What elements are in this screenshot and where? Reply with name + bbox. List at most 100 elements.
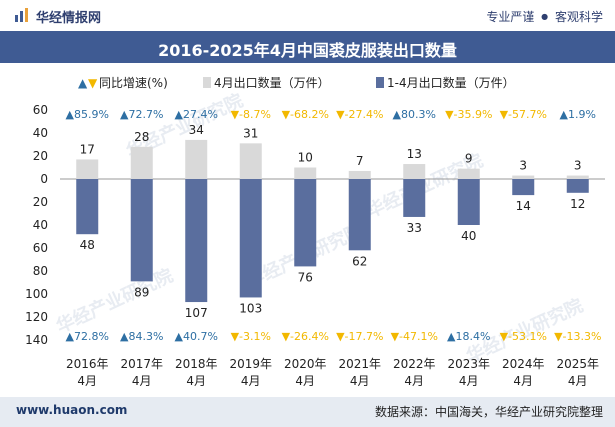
legend-up-arrow: ▲ bbox=[78, 76, 88, 90]
x-tick-label-month: 4月 bbox=[295, 374, 315, 388]
yoy-janapr-label: ▲18.4% bbox=[447, 330, 490, 343]
y-tick-label: 0 bbox=[40, 172, 48, 186]
yoy-janapr-label: ▲84.3% bbox=[120, 330, 163, 343]
legend-down-arrow: ▼ bbox=[88, 76, 98, 90]
legend-janapr-swatch bbox=[376, 77, 384, 88]
watermark-4: 华经产业研究院 bbox=[53, 264, 176, 337]
x-tick-label-month: 4月 bbox=[186, 374, 206, 388]
bar-april-label: 10 bbox=[298, 151, 313, 165]
bar-janapr-label: 40 bbox=[461, 229, 476, 243]
bar-janapr-label: 12 bbox=[570, 197, 585, 211]
yoy-janapr-label: ▼-17.7% bbox=[336, 330, 383, 343]
bar-april bbox=[239, 143, 262, 179]
bar-janapr-label: 107 bbox=[185, 306, 208, 320]
yoy-april-label: ▲72.7% bbox=[120, 108, 163, 121]
bar-april bbox=[348, 170, 371, 179]
bar-april bbox=[130, 146, 153, 179]
chart-area: 华经产业研究院华经产业研究院华经产业研究院华经产业研究院华经产业研究院▲▼同比增… bbox=[0, 63, 615, 395]
website-link[interactable]: www.huaon.com bbox=[16, 403, 128, 417]
bar-april-label: 34 bbox=[189, 123, 204, 137]
yoy-april-label: ▲27.4% bbox=[175, 108, 218, 121]
bar-janapr-label: 48 bbox=[80, 238, 95, 252]
legend-janapr-label: 1-4月出口数量（万件） bbox=[387, 75, 515, 90]
bar-janapr bbox=[403, 179, 426, 217]
bar-april bbox=[294, 167, 317, 179]
yoy-janapr-label: ▼-13.3% bbox=[554, 330, 601, 343]
logo-icon bbox=[15, 8, 28, 22]
bar-april bbox=[403, 164, 426, 179]
bar-april bbox=[566, 175, 589, 179]
x-tick-label-year: 2025年 bbox=[556, 357, 599, 371]
yoy-april-label: ▲1.9% bbox=[560, 108, 596, 121]
slogan-left: 专业严谨 bbox=[486, 10, 535, 24]
yoy-april-label: ▲85.9% bbox=[66, 108, 109, 121]
top-bar: 华经情报网 专业严谨 ● 客观科学 bbox=[0, 0, 615, 30]
legend-yoy-label: 同比增速(%) bbox=[99, 76, 168, 90]
chart-svg: 华经产业研究院华经产业研究院华经产业研究院华经产业研究院华经产业研究院▲▼同比增… bbox=[25, 75, 605, 388]
bar-janapr-label: 103 bbox=[239, 301, 262, 315]
x-tick-label-year: 2022年 bbox=[393, 357, 436, 371]
x-tick-label-month: 4月 bbox=[568, 374, 588, 388]
bar-april-label: 17 bbox=[80, 142, 95, 156]
x-tick-label-month: 4月 bbox=[132, 374, 152, 388]
yoy-april-label: ▲80.3% bbox=[393, 108, 436, 121]
bar-april bbox=[185, 139, 208, 179]
y-tick-label: 120 bbox=[25, 310, 48, 324]
bar-april bbox=[76, 159, 99, 179]
bar-april-label: 13 bbox=[407, 147, 422, 161]
x-tick-label-month: 4月 bbox=[404, 374, 424, 388]
bar-janapr bbox=[457, 179, 480, 225]
bar-april bbox=[457, 168, 480, 179]
bar-janapr bbox=[294, 179, 317, 267]
bar-janapr-label: 62 bbox=[352, 254, 367, 268]
slogan-right: 客观科学 bbox=[554, 10, 603, 24]
yoy-janapr-label: ▼-47.1% bbox=[391, 330, 438, 343]
y-tick-label: 20 bbox=[33, 149, 48, 163]
yoy-april-label: ▼-57.7% bbox=[500, 108, 547, 121]
x-tick-label-year: 2016年 bbox=[66, 357, 109, 371]
x-tick-label-year: 2020年 bbox=[284, 357, 327, 371]
x-tick-label-month: 4月 bbox=[77, 374, 97, 388]
bar-janapr bbox=[348, 179, 371, 251]
slogan: 专业严谨 ● 客观科学 bbox=[486, 8, 603, 25]
bar-janapr-label: 89 bbox=[134, 285, 149, 299]
bar-april bbox=[512, 175, 535, 179]
x-tick-label-month: 4月 bbox=[350, 374, 370, 388]
footer: www.huaon.com 数据来源：中国海关，华经产业研究院整理 bbox=[0, 397, 615, 427]
bar-april-label: 28 bbox=[134, 130, 149, 144]
yoy-april-label: ▼-8.7% bbox=[231, 108, 271, 121]
x-tick-label-year: 2017年 bbox=[120, 357, 163, 371]
x-tick-label-year: 2023年 bbox=[447, 357, 490, 371]
bar-janapr-label: 76 bbox=[298, 270, 313, 284]
y-tick-label: 40 bbox=[33, 126, 48, 140]
bar-april-label: 3 bbox=[574, 159, 582, 173]
bar-janapr-label: 33 bbox=[407, 221, 422, 235]
yoy-janapr-label: ▼-3.1% bbox=[231, 330, 271, 343]
title-bar: 2016-2025年4月中国裘皮服装出口数量 bbox=[0, 31, 615, 63]
bar-janapr bbox=[76, 179, 99, 235]
bar-janapr bbox=[239, 179, 262, 298]
x-tick-label-month: 4月 bbox=[241, 374, 261, 388]
yoy-janapr-label: ▲72.8% bbox=[66, 330, 109, 343]
bar-janapr bbox=[566, 179, 589, 193]
bar-janapr bbox=[185, 179, 208, 303]
bar-april-label: 31 bbox=[243, 126, 258, 140]
yoy-janapr-label: ▲40.7% bbox=[175, 330, 218, 343]
y-tick-label: 20 bbox=[33, 195, 48, 209]
yoy-april-label: ▼-68.2% bbox=[282, 108, 329, 121]
yoy-april-label: ▼-35.9% bbox=[445, 108, 492, 121]
bar-janapr-label: 14 bbox=[516, 199, 531, 213]
x-tick-label-month: 4月 bbox=[513, 374, 533, 388]
y-tick-label: 60 bbox=[33, 241, 48, 255]
brand-name: 华经情报网 bbox=[36, 11, 102, 26]
y-tick-label: 60 bbox=[33, 103, 48, 117]
bar-april-label: 7 bbox=[356, 154, 364, 168]
bar-janapr bbox=[512, 179, 535, 196]
legend-april-swatch bbox=[203, 77, 211, 88]
x-tick-label-year: 2021年 bbox=[338, 357, 381, 371]
yoy-janapr-label: ▼-53.1% bbox=[500, 330, 547, 343]
x-tick-label-month: 4月 bbox=[459, 374, 479, 388]
bar-april-label: 3 bbox=[519, 159, 527, 173]
y-tick-label: 100 bbox=[25, 287, 48, 301]
y-tick-label: 40 bbox=[33, 218, 48, 232]
